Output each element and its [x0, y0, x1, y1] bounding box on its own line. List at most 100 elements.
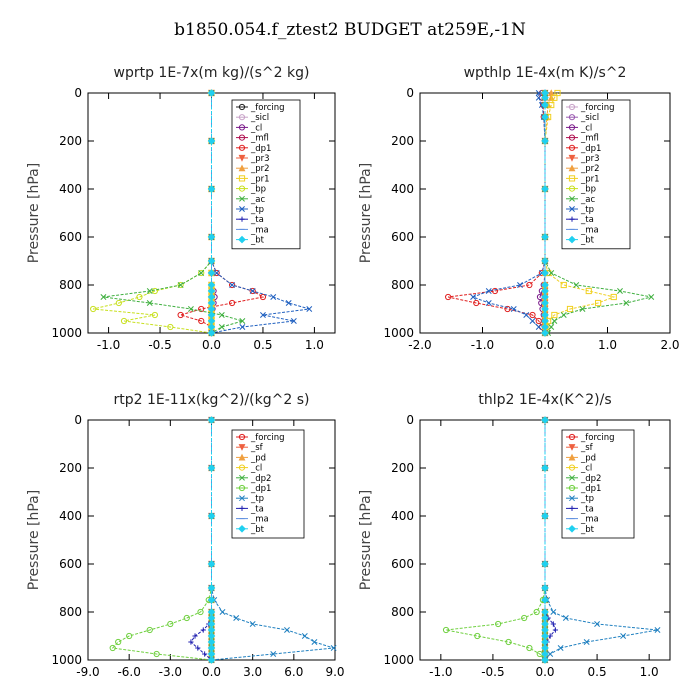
- series-ac: [100, 90, 246, 336]
- data-point: [541, 93, 549, 102]
- data-point: [218, 312, 225, 318]
- y-axis-label: Pressure [hPa]: [26, 163, 42, 263]
- panel-1: wprtp 1E-7x(m kg)/(s^2 kg) Pressure [hPa]…: [26, 65, 336, 352]
- data-point: [523, 312, 530, 318]
- panel-3: rtp2 1E-11x(kg^2)/(kg^2 s) Pressure [hPa]…: [26, 392, 345, 679]
- legend-marker: [238, 444, 246, 451]
- data-point: [491, 287, 499, 295]
- legend-label: _forcing: [250, 103, 285, 113]
- legend-box: [231, 429, 305, 539]
- y-axis-label: Pressure [hPa]: [26, 490, 42, 590]
- x-tick-label: 1.0: [640, 665, 659, 679]
- legend-label: _ac: [250, 195, 265, 205]
- legend-marker: [238, 185, 246, 192]
- data-point: [610, 293, 617, 301]
- panel-title: wprtp 1E-7x(m kg)/(s^2 kg): [114, 65, 310, 81]
- legend-marker: [569, 505, 575, 511]
- data-point: [207, 656, 216, 664]
- legend-marker: [568, 235, 576, 244]
- legend-label: _dp1: [250, 484, 271, 494]
- data-point: [557, 645, 564, 651]
- legend-label: _pd: [580, 453, 596, 463]
- legend-label: _bt: [580, 236, 595, 246]
- y-tick-label: 0: [406, 86, 414, 100]
- y-tick-label: 1000: [383, 653, 414, 667]
- data-point: [535, 324, 542, 330]
- x-tick-label: 3.0: [243, 665, 262, 679]
- series-dp1: [442, 416, 549, 664]
- legend-label: _bp: [580, 185, 596, 195]
- legend-marker: [568, 134, 576, 141]
- data-point: [517, 282, 523, 288]
- legend-label: _tp: [580, 494, 594, 504]
- data-point: [126, 632, 133, 640]
- legend-marker: [238, 164, 246, 172]
- data-point: [551, 311, 558, 319]
- data-point: [541, 656, 549, 664]
- data-point: [594, 621, 601, 627]
- legend-marker: [568, 154, 576, 162]
- data-point: [654, 627, 661, 633]
- y-tick-label: 600: [59, 230, 82, 244]
- data-point: [535, 90, 542, 96]
- legend-label: _pr2: [250, 164, 270, 174]
- series-bt: [207, 89, 216, 337]
- x-tick-label: 6.0: [284, 665, 303, 679]
- legend-marker: [238, 433, 246, 441]
- data-point: [550, 609, 557, 615]
- data-point: [207, 560, 216, 568]
- legend-marker: [568, 185, 576, 192]
- data-point: [207, 584, 216, 592]
- x-tick-label: -0.5: [481, 665, 504, 679]
- data-point: [560, 312, 567, 318]
- data-point: [566, 305, 574, 313]
- legend-label: _dp1: [580, 144, 601, 154]
- series-line: [103, 93, 245, 334]
- legend-marker: [238, 134, 246, 141]
- data-point: [541, 464, 549, 472]
- legend-label: _pr1: [250, 174, 270, 184]
- data-point: [260, 312, 266, 318]
- legend-label: _pr3: [250, 154, 270, 164]
- series-tp: [470, 90, 548, 336]
- legend-label: _dp2: [250, 474, 271, 484]
- legend-marker: [238, 154, 246, 162]
- data-point: [485, 300, 492, 306]
- legend-label: _ta: [580, 215, 594, 225]
- legend-marker: [568, 164, 576, 172]
- legend: _forcing_sf_pd_cl_dp2_dp1_tp_ta_ma_bt: [231, 429, 305, 539]
- data-point: [213, 270, 220, 276]
- data-point: [207, 464, 216, 472]
- y-tick-label: 1000: [51, 653, 82, 667]
- legend-marker: [569, 206, 575, 212]
- y-axis-label: Pressure [hPa]: [358, 490, 374, 590]
- series-bt: [541, 416, 549, 664]
- data-point: [188, 639, 194, 645]
- legend-marker: [238, 484, 246, 492]
- data-point: [249, 287, 256, 295]
- legend-label: _mfl: [580, 134, 599, 144]
- data-point: [198, 305, 205, 313]
- data-point: [620, 633, 627, 639]
- data-point: [153, 650, 160, 658]
- data-point: [551, 94, 558, 101]
- data-point: [249, 288, 256, 294]
- data-point: [504, 305, 511, 313]
- data-point: [560, 281, 567, 289]
- data-point: [270, 651, 277, 657]
- data-point: [115, 638, 122, 646]
- data-point: [207, 512, 216, 520]
- legend-label: _ac: [580, 195, 595, 205]
- x-tick-label: 1.0: [305, 338, 324, 352]
- y-tick-label: 200: [59, 461, 82, 475]
- legend-label: _cl: [250, 123, 262, 133]
- legend-label: _pd: [250, 453, 266, 463]
- data-point: [207, 233, 216, 241]
- series-line: [447, 93, 546, 334]
- legend: _forcing_sf_pd_cl_dp2_dp1_tp_ta_ma_bt: [561, 429, 635, 539]
- data-point: [474, 632, 481, 640]
- data-point: [120, 317, 128, 325]
- y-axis-label: Pressure [hPa]: [358, 163, 374, 263]
- legend-marker: [239, 195, 245, 202]
